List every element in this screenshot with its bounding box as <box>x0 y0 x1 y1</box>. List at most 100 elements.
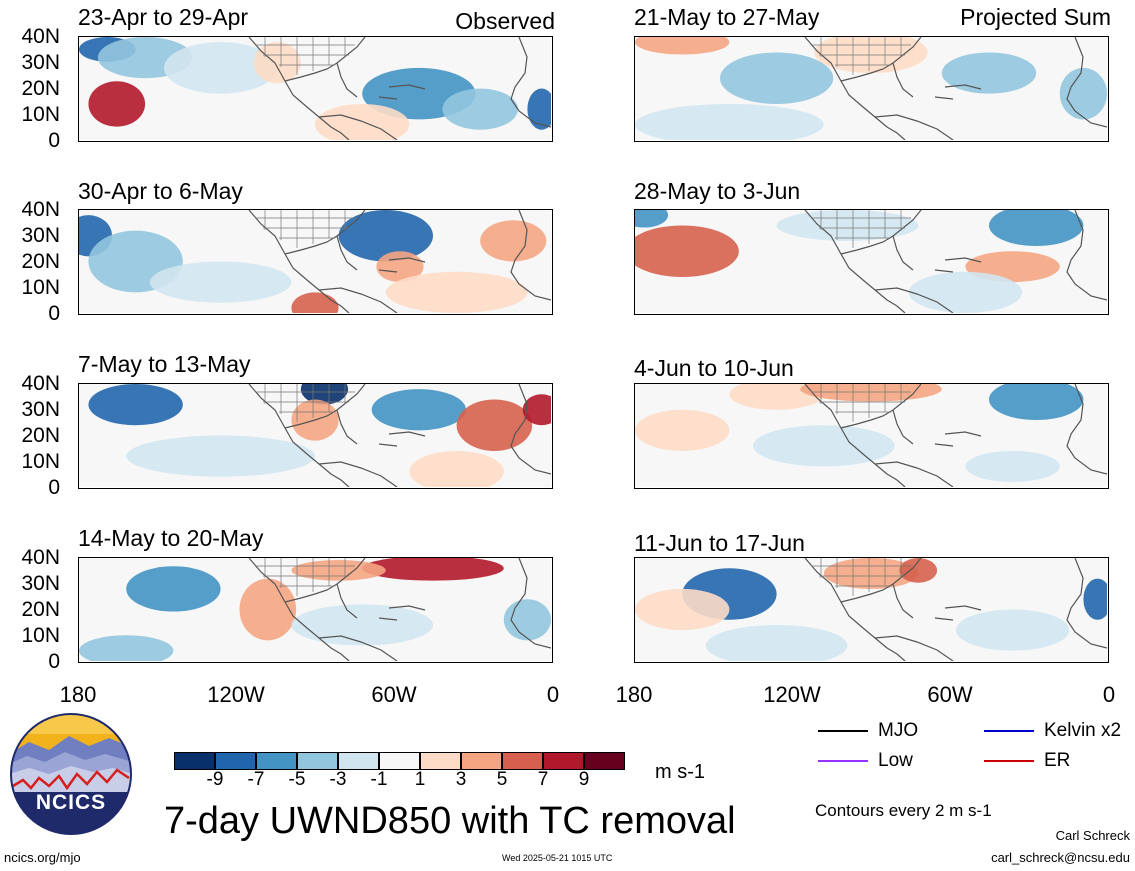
wind-anomaly-region <box>989 384 1084 421</box>
lat-label: 20N <box>21 598 60 621</box>
state-boundaries <box>811 384 911 422</box>
panel-title-left-4: 14-May to 20-May <box>78 525 264 551</box>
colorbar-swatch <box>215 752 256 770</box>
map-panel-left-2 <box>78 209 553 315</box>
footer-timestamp: Wed 2025-05-21 1015 UTC <box>502 853 613 863</box>
lon-label-left-180: 180 <box>59 682 97 707</box>
coastline <box>804 384 1107 487</box>
footer-url: ncics.org/mjo <box>4 850 81 865</box>
wind-anomaly-region <box>955 609 1070 651</box>
wind-anomaly-region <box>409 450 504 487</box>
lat-label: 30N <box>21 224 60 247</box>
colorbar-swatch <box>297 752 338 770</box>
wind-anomaly-region <box>635 225 739 277</box>
legend-label-er: ER <box>1044 750 1071 771</box>
coastline <box>248 210 551 313</box>
state-boundaries <box>811 37 911 75</box>
colorbar-swatch <box>543 752 584 770</box>
coastline <box>248 558 551 661</box>
wind-anomaly-region <box>635 409 730 451</box>
lat-label: 10N <box>21 450 60 473</box>
panel-title-right-4: 11-Jun to 17-Jun <box>634 530 805 556</box>
coastline <box>804 558 1107 661</box>
lat-label: 30N <box>21 398 60 421</box>
wind-anomaly-region <box>239 578 297 641</box>
colorbar-swatch <box>174 752 215 770</box>
colorbar-label: 5 <box>496 769 508 790</box>
colorbar-swatch <box>420 752 461 770</box>
lat-label: 20N <box>21 77 60 100</box>
map-panel-left-1 <box>78 36 553 142</box>
panel-title-right-1: 21-May to 27-May <box>634 4 820 30</box>
lon-label-right-60w: 60W <box>927 682 973 707</box>
wind-anomaly-region <box>149 261 292 303</box>
legend-label-low: Low <box>878 750 913 771</box>
lon-label-right-180: 180 <box>615 682 653 707</box>
colorbar-swatch <box>461 752 502 770</box>
state-boundaries <box>811 210 911 248</box>
wind-anomaly-region <box>362 558 504 581</box>
wind-anomaly-region <box>291 604 433 646</box>
colorbar-swatch <box>379 752 420 770</box>
colorbar-label: 9 <box>578 769 590 790</box>
author-email: carl_schreck@ncsu.edu <box>991 850 1130 865</box>
wind-anomaly-region <box>163 42 278 94</box>
panel-title-left-2: 30-Apr to 6-May <box>78 178 243 204</box>
state-boundaries <box>811 558 911 596</box>
map-panel-left-4 <box>78 557 553 663</box>
colorbar-label: 3 <box>455 769 467 790</box>
lat-label: 40N <box>21 372 60 395</box>
colorbar-units: m s-1 <box>655 761 705 783</box>
wind-anomaly-region <box>729 384 824 410</box>
wind-anomaly-region <box>480 220 547 262</box>
colorbar-label: 7 <box>537 769 549 790</box>
colorbar-swatch <box>584 752 625 770</box>
wind-anomaly-region <box>635 103 824 140</box>
wind-anomaly-region <box>300 384 349 405</box>
author-name: Carl Schreck <box>1055 828 1130 843</box>
wind-anomaly-region <box>291 560 386 581</box>
wind-anomaly-region <box>753 425 895 467</box>
colorbar-label: -9 <box>206 769 224 790</box>
lat-label: 30N <box>21 572 60 595</box>
wind-anomaly-region <box>79 635 174 661</box>
wind-anomaly-region <box>442 88 518 130</box>
wind-anomaly-region <box>908 271 1023 313</box>
coastline <box>248 384 551 487</box>
wind-anomaly-region <box>527 88 551 130</box>
lon-label-left-60w: 60W <box>371 682 417 707</box>
legend-label-mjo: MJO <box>878 720 919 741</box>
lon-label-right-120w: 120W <box>763 682 821 707</box>
lat-label: 10N <box>21 276 60 299</box>
coastline <box>804 37 1107 140</box>
colorbar-label: -3 <box>329 769 347 790</box>
lat-label: 10N <box>21 103 60 126</box>
wind-anomaly-region <box>88 81 146 127</box>
map-panel-right-2 <box>634 209 1109 315</box>
wind-anomaly-region <box>338 210 433 262</box>
lon-label-right-0: 0 <box>1102 682 1116 707</box>
map-panel-right-4 <box>634 557 1109 663</box>
wind-anomaly-region <box>503 599 551 641</box>
wind-anomaly-region <box>126 435 315 477</box>
panel-title-right-2: 28-May to 3-Jun <box>634 178 801 204</box>
wind-anomaly-region <box>776 210 919 241</box>
state-boundaries <box>255 210 355 248</box>
wind-anomaly-region <box>1083 578 1107 620</box>
wind-anomaly-region <box>371 389 467 431</box>
main-title: 7-day UWND850 with TC removal <box>164 800 736 842</box>
wind-anomaly-region <box>965 450 1060 482</box>
lat-label: 0 <box>48 650 60 673</box>
lat-label: 20N <box>21 424 60 447</box>
panel-title-left-1: 23-Apr to 29-Apr <box>78 4 249 30</box>
legend-line-kelvin <box>984 730 1034 732</box>
wind-anomaly-region <box>88 384 183 426</box>
wind-anomaly-region <box>1059 67 1107 120</box>
wind-anomaly-region <box>719 52 834 104</box>
legend-line-er <box>984 760 1034 762</box>
colorbar-label: -1 <box>370 769 388 790</box>
colorbar-label: 1 <box>414 769 426 790</box>
wind-anomaly-region <box>635 210 669 228</box>
projected-sum-label: Projected Sum <box>960 4 1111 30</box>
wind-anomaly-region <box>291 292 339 313</box>
